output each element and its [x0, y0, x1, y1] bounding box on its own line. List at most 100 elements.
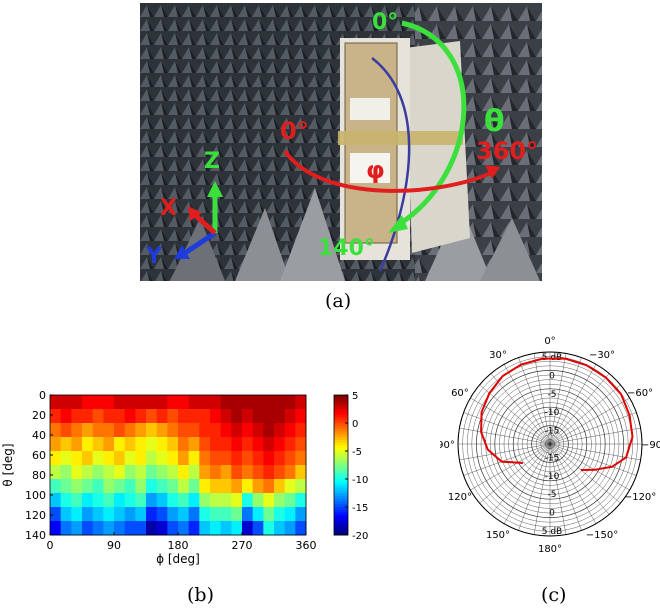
y-tick-label: 140: [25, 529, 46, 542]
heatmap-cell: [146, 465, 158, 480]
heatmap-cell: [284, 493, 296, 508]
heatmap-cell: [274, 479, 286, 494]
heatmap-cell: [220, 395, 232, 410]
heatmap-cell: [220, 465, 232, 480]
colorbar-segment: [334, 498, 348, 502]
polar-grid-spoke: [549, 443, 582, 531]
heatmap-cell: [82, 507, 94, 522]
heatmap-cell: [167, 493, 179, 508]
heatmap-cell: [50, 507, 62, 522]
colorbar-segment: [334, 406, 348, 410]
heatmap-cell: [284, 395, 296, 410]
heatmap-cell: [167, 507, 179, 522]
polar-angle-label: 180°: [538, 544, 562, 552]
heatmap-cell: [263, 479, 275, 494]
colorbar-segment: [334, 453, 348, 458]
heatmap-cell: [60, 423, 72, 438]
polar-radial-label: -10: [545, 472, 560, 482]
heatmap-cell: [199, 465, 211, 480]
x-tick-label: 90: [107, 539, 121, 552]
heatmap-cell: [284, 479, 296, 494]
heatmap-cell: [82, 451, 94, 466]
heatmap-cell: [252, 493, 264, 508]
heatmap-cell: [156, 395, 168, 410]
z-axis-label: Z: [204, 149, 220, 174]
x-tick-label: 360: [296, 539, 317, 552]
heatmap-cell: [295, 493, 307, 508]
heatmap-cell: [103, 451, 115, 466]
heatmap-cell: [103, 395, 115, 410]
heatmap-cell: [124, 437, 136, 452]
heatmap-cell: [82, 423, 94, 438]
heatmap-cell: [178, 409, 190, 424]
heatmap-cell: [263, 521, 275, 536]
colorbar-segment: [334, 512, 348, 516]
polar-grid-spoke: [490, 373, 551, 445]
colorbar-segment: [334, 487, 348, 491]
heatmap-cell: [50, 479, 62, 494]
heatmap-cell: [92, 409, 104, 424]
polar-grid-spoke: [549, 397, 630, 445]
polar-angle-label: 30°: [489, 350, 507, 361]
heatmap-cell: [50, 437, 62, 452]
phi-symbol: φ: [366, 156, 385, 184]
heatmap-cell: [242, 479, 254, 494]
heatmap-cell: [114, 423, 126, 438]
heatmap-cell: [199, 437, 211, 452]
y-tick-label: 80: [32, 469, 46, 482]
y-tick-label: 60: [32, 449, 46, 462]
heatmap-cell: [252, 437, 264, 452]
heatmap-cell: [252, 395, 264, 410]
heatmap-cell: [242, 395, 254, 410]
polar-grid-spoke: [479, 384, 551, 445]
polar-grid-spoke: [549, 373, 610, 445]
polar-grid-spoke: [470, 443, 551, 491]
theta-end-label: 140°: [318, 236, 375, 261]
colorbar-segment: [334, 431, 348, 435]
colorbar-segment: [334, 507, 348, 511]
measurement-setup-photo: 0° θ 0° 360° φ 140° Z X Y: [140, 3, 542, 281]
cable: [371, 57, 411, 272]
heatmap-cell: [188, 395, 200, 410]
heatmap-cell: [146, 409, 158, 424]
heatmap-cell: [146, 521, 158, 536]
heatmap-cell: [92, 493, 104, 508]
heatmap-cell: [156, 423, 168, 438]
polar-angle-label: −30°: [589, 350, 615, 361]
heatmap-cell: [146, 479, 158, 494]
heatmap-cell: [242, 451, 254, 466]
heatmap-cell: [220, 493, 232, 508]
colorbar-segment: [334, 523, 348, 528]
heatmap-cell: [103, 437, 115, 452]
heatmap-cell: [60, 479, 72, 494]
heatmap-cell: [82, 521, 94, 536]
heatmap-cell: [210, 451, 222, 466]
heatmap-cell: [188, 437, 200, 452]
x-tick-label: 180: [168, 539, 189, 552]
heatmap-cell: [124, 395, 136, 410]
heatmap-cell: [220, 437, 232, 452]
heatmap-cell: [231, 507, 243, 522]
colorbar-segment: [334, 442, 348, 446]
heatmap-cell: [188, 451, 200, 466]
heatmap-cell: [156, 507, 168, 522]
polar-angle-label: −60°: [627, 388, 653, 399]
heatmap-cell: [92, 395, 104, 410]
heatmap-chart: 0 90 180 270 360 0 20 40 60 80 100 120 140 ϕ [deg] θ […: [1, 389, 368, 566]
heatmap-cell: [92, 479, 104, 494]
colorbar-segment: [334, 417, 348, 421]
caption-c: (c): [541, 584, 567, 606]
polar-angle-label: 120°: [448, 492, 472, 503]
heatmap-cell: [284, 423, 296, 438]
heatmap-cell: [199, 395, 211, 410]
polar-radial-label: -5: [548, 490, 557, 500]
x-tick-label: 0: [47, 539, 54, 552]
heatmap-cell: [274, 423, 286, 438]
heatmap-cell: [135, 507, 147, 522]
heatmap-cell: [92, 451, 104, 466]
colorbar-segment: [334, 501, 348, 505]
heatmap-cell: [103, 465, 115, 480]
heatmap-cell: [220, 451, 232, 466]
heatmap-cell: [178, 493, 190, 508]
heatmap-cell: [71, 493, 83, 508]
